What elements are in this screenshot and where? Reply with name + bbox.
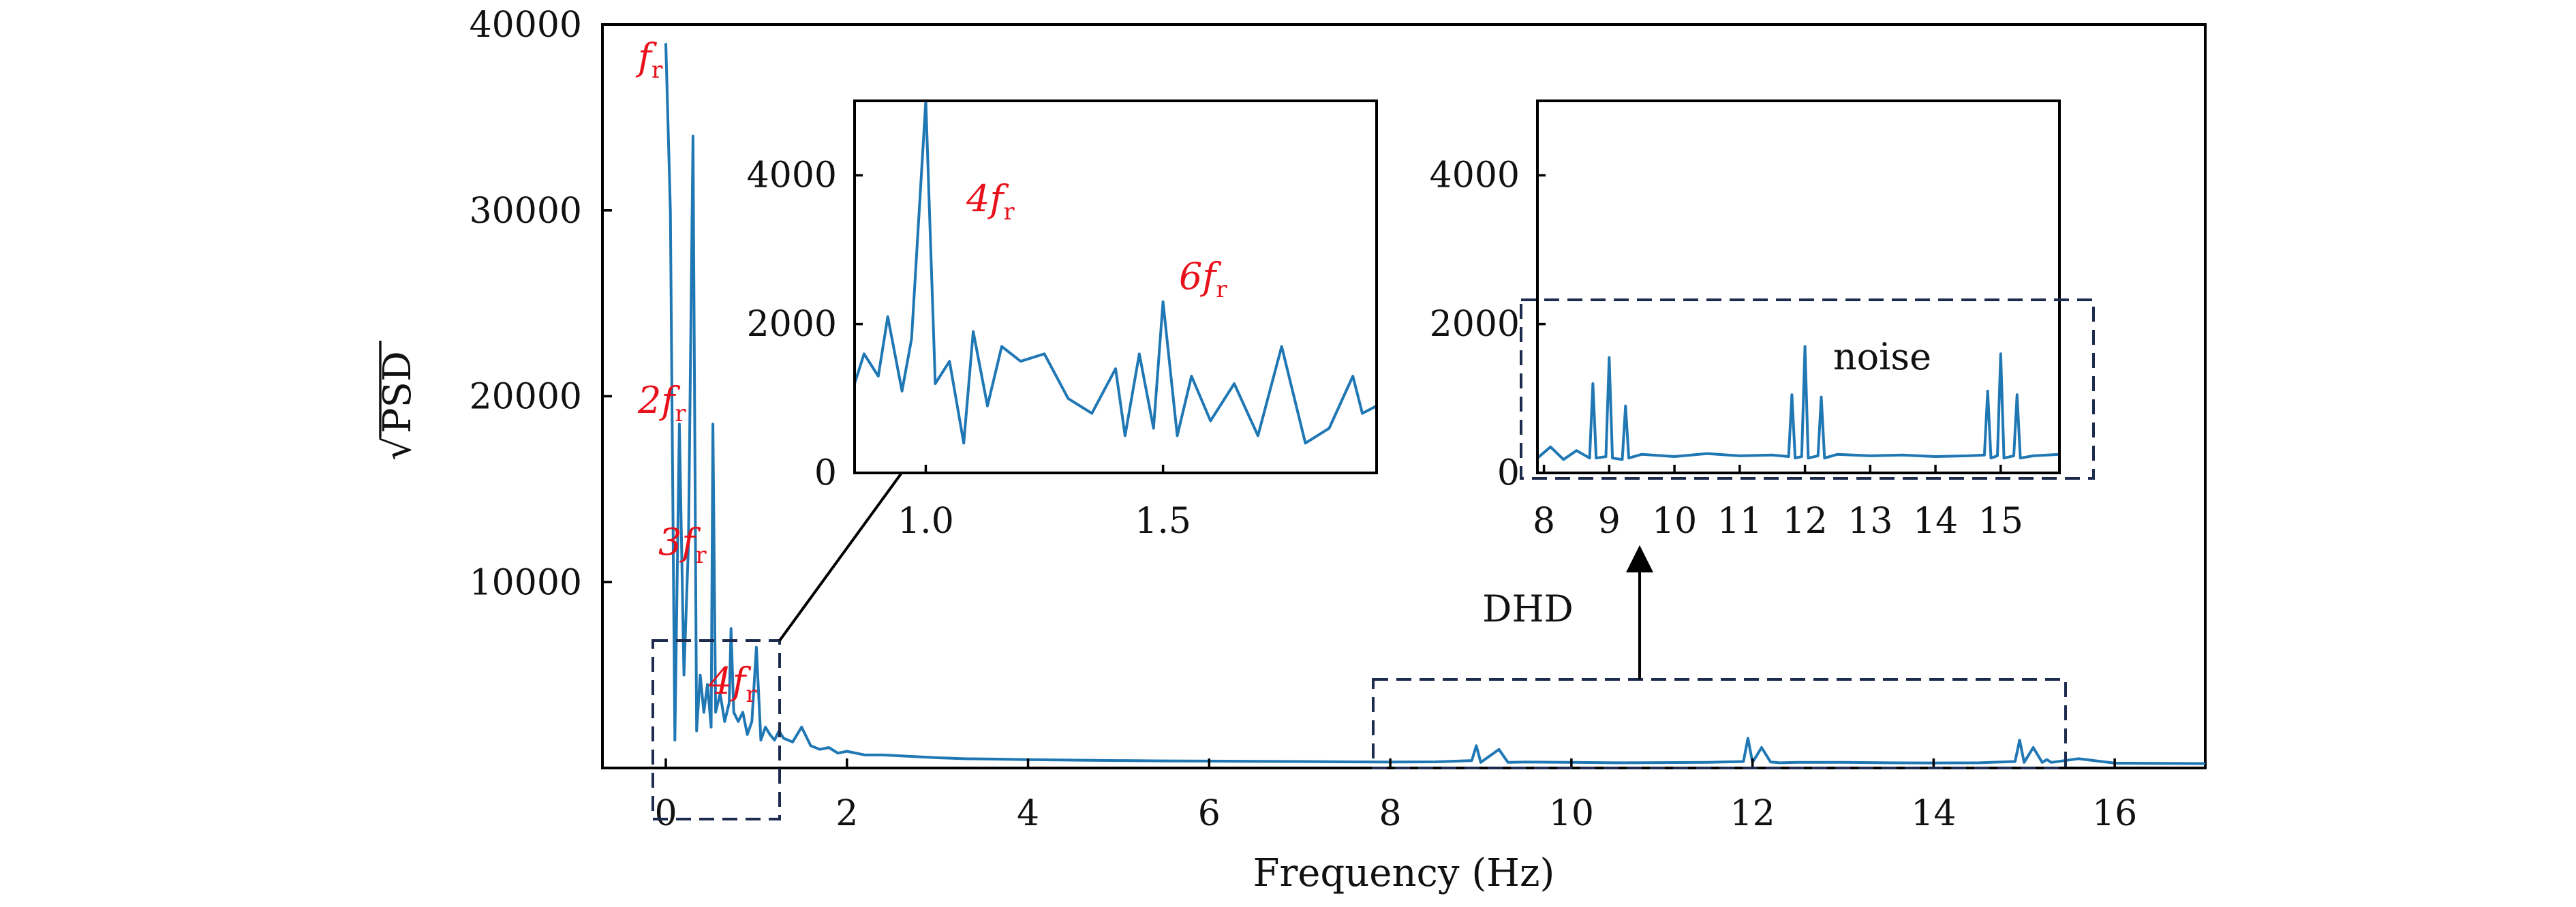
- zoom-box-low: [651, 639, 781, 820]
- main-x-tick-label: 8: [1379, 793, 1402, 834]
- main-x-tick-label: 0: [654, 793, 677, 834]
- inset_high-y-tick-label: 2000: [1430, 304, 1520, 345]
- annotation-6fr-inset: 6fr: [1179, 255, 1227, 303]
- inset-high-background: [1537, 101, 2059, 473]
- annotation-fr: fr: [635, 35, 663, 84]
- inset_high-x-tick-label: 15: [1978, 501, 2023, 542]
- main-x-tick-label: 6: [1198, 793, 1221, 834]
- inset-low-series-line: [853, 99, 1377, 445]
- annotation-4fr-main-base: 4f: [708, 660, 751, 703]
- main-y-tick-label: 10000: [470, 562, 582, 603]
- zoom-box-high: [1372, 678, 2067, 769]
- main-x-tick-label: 10: [1549, 793, 1594, 834]
- inset-high-frame: [1536, 99, 2061, 474]
- main-y-axis-label-text: PSD: [375, 351, 420, 433]
- main-y-tick-label: 20000: [470, 377, 582, 418]
- noise-box: [1520, 298, 2095, 480]
- annotation-4fr-inset-sub: r: [1003, 198, 1015, 226]
- main-x-tick-label: 4: [1017, 793, 1039, 834]
- inset-low-frame: [853, 99, 1378, 474]
- inset_high-x-tick-label: 13: [1847, 501, 1892, 542]
- inset_high-x-tick-label: 9: [1598, 501, 1621, 542]
- inset_high-y-tick-label: 4000: [1430, 155, 1520, 196]
- main-x-tick-label: 12: [1730, 793, 1775, 834]
- inset_high-x-tick-label: 8: [1533, 501, 1555, 542]
- inset_low-x-tick-label: 1.5: [1135, 501, 1191, 542]
- main-x-tick-label: 2: [835, 793, 858, 834]
- main-y-tick-label: 30000: [470, 191, 582, 232]
- annotation-2fr-sub: r: [675, 400, 686, 427]
- annotation-4fr-main: 4fr: [708, 660, 757, 708]
- annotation-dhd: DHD: [1482, 587, 1574, 630]
- main-y-axis-label-sqrt: √: [375, 436, 420, 461]
- inset_high-x-tick-label: 14: [1913, 501, 1958, 542]
- annotation-fr-sub: r: [651, 57, 663, 84]
- inset_low-y-tick-label: 0: [814, 453, 837, 494]
- annotation-4fr-inset: 4fr: [966, 177, 1015, 226]
- inset_low-y-tick-label: 4000: [747, 155, 837, 196]
- inset_low-y-tick-label: 2000: [747, 304, 837, 345]
- main-x-tick-label: 16: [2092, 793, 2137, 834]
- annotation-3fr-base: 3f: [658, 521, 701, 564]
- annotation-noise: noise: [1833, 335, 1931, 378]
- main-y-tick-label: 40000: [470, 5, 582, 46]
- inset_high-x-tick-label: 12: [1782, 501, 1827, 542]
- main-y-axis-label: √ PSD: [375, 341, 420, 461]
- inset_high-x-tick-label: 10: [1652, 501, 1697, 542]
- annotation-4fr-main-sub: r: [746, 681, 757, 708]
- inset_high-x-tick-label: 11: [1717, 501, 1762, 542]
- annotation-4fr-inset-base: 4f: [966, 177, 1009, 220]
- inset_high-y-tick-label: 0: [1497, 453, 1520, 494]
- annotation-2fr-base: 2f: [637, 379, 680, 422]
- annotation-3fr-sub: r: [695, 542, 707, 569]
- annotation-2fr: 2fr: [637, 379, 686, 427]
- inset-low-background: [855, 101, 1377, 473]
- annotation-6fr-inset-base: 6f: [1179, 255, 1221, 298]
- main-x-tick-label: 14: [1911, 793, 1956, 834]
- inset-high-plot: 8 9 10 11 12 13 14 15 0 2000 4000 noise: [1430, 99, 2095, 542]
- inset-high-ticks: 8 9 10 11 12 13 14 15 0 2000 4000: [1430, 155, 2023, 542]
- annotation-3fr: 3fr: [658, 521, 707, 569]
- annotation-6fr-inset-sub: r: [1216, 276, 1227, 303]
- inset-high-series-line: [1536, 345, 2060, 461]
- main-series-line: [664, 43, 2206, 765]
- inset-low-ticks: 1.0 1.5 0 2000 4000: [747, 155, 1191, 542]
- inset_low-x-tick-label: 1.0: [898, 501, 954, 542]
- main-x-axis-label: Frequency (Hz): [1253, 851, 1555, 895]
